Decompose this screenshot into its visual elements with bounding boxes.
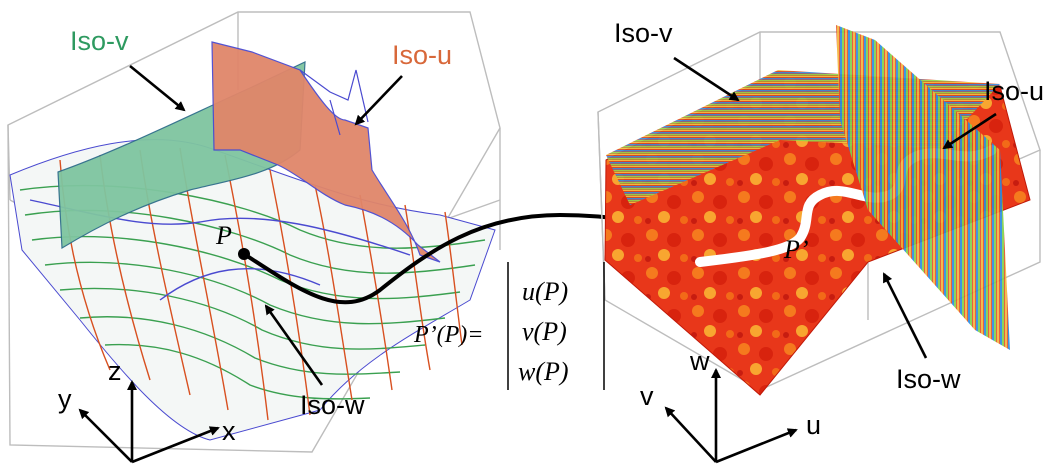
left-iso-u-arrow bbox=[354, 75, 403, 126]
right-iso-v-arrow bbox=[673, 56, 740, 102]
formula-lhs: P’(P)= bbox=[413, 322, 484, 348]
left-axes bbox=[78, 380, 220, 464]
axis-w-label: w bbox=[689, 346, 710, 376]
point-p-label: P bbox=[215, 221, 232, 250]
formula-row-v: v(P) bbox=[522, 317, 567, 346]
left-iso-w-arrow bbox=[264, 304, 324, 386]
point-p-prime-label: P’ bbox=[783, 235, 809, 264]
formula-row-w: w(P) bbox=[518, 357, 569, 386]
axis-u-line bbox=[715, 428, 798, 464]
right-parametric-block bbox=[597, 25, 1041, 396]
formula-row-u: u(P) bbox=[522, 277, 568, 306]
right-iso-u-slab bbox=[836, 25, 1010, 350]
left-iso-w-label: Iso-w bbox=[300, 390, 365, 420]
left-iso-v-arrow bbox=[129, 64, 186, 112]
axis-u-label: u bbox=[806, 410, 821, 440]
axis-x-line bbox=[131, 426, 220, 464]
axis-v-label: v bbox=[640, 381, 654, 411]
right-iso-u-arrow bbox=[942, 112, 997, 150]
axis-v-line bbox=[664, 406, 717, 463]
right-axes bbox=[664, 368, 798, 464]
right-iso-w-arrow bbox=[882, 272, 928, 359]
axis-y-label: y bbox=[58, 384, 72, 414]
left-geological-block bbox=[7, 11, 501, 453]
axis-y-line bbox=[78, 408, 133, 463]
right-iso-v-label: Iso-v bbox=[614, 18, 673, 48]
right-iso-w-label: Iso-w bbox=[896, 364, 961, 394]
left-iso-u-label: Iso-u bbox=[392, 40, 452, 70]
axis-z-label: z bbox=[108, 356, 122, 386]
mapping-formula: P’(P)= u(P) v(P) w(P) bbox=[413, 262, 605, 390]
right-iso-u-label: Iso-u bbox=[984, 76, 1044, 106]
left-iso-v-label: Iso-v bbox=[70, 26, 129, 56]
left-fault-pieces bbox=[299, 69, 369, 136]
axis-x-label: x bbox=[222, 416, 236, 446]
